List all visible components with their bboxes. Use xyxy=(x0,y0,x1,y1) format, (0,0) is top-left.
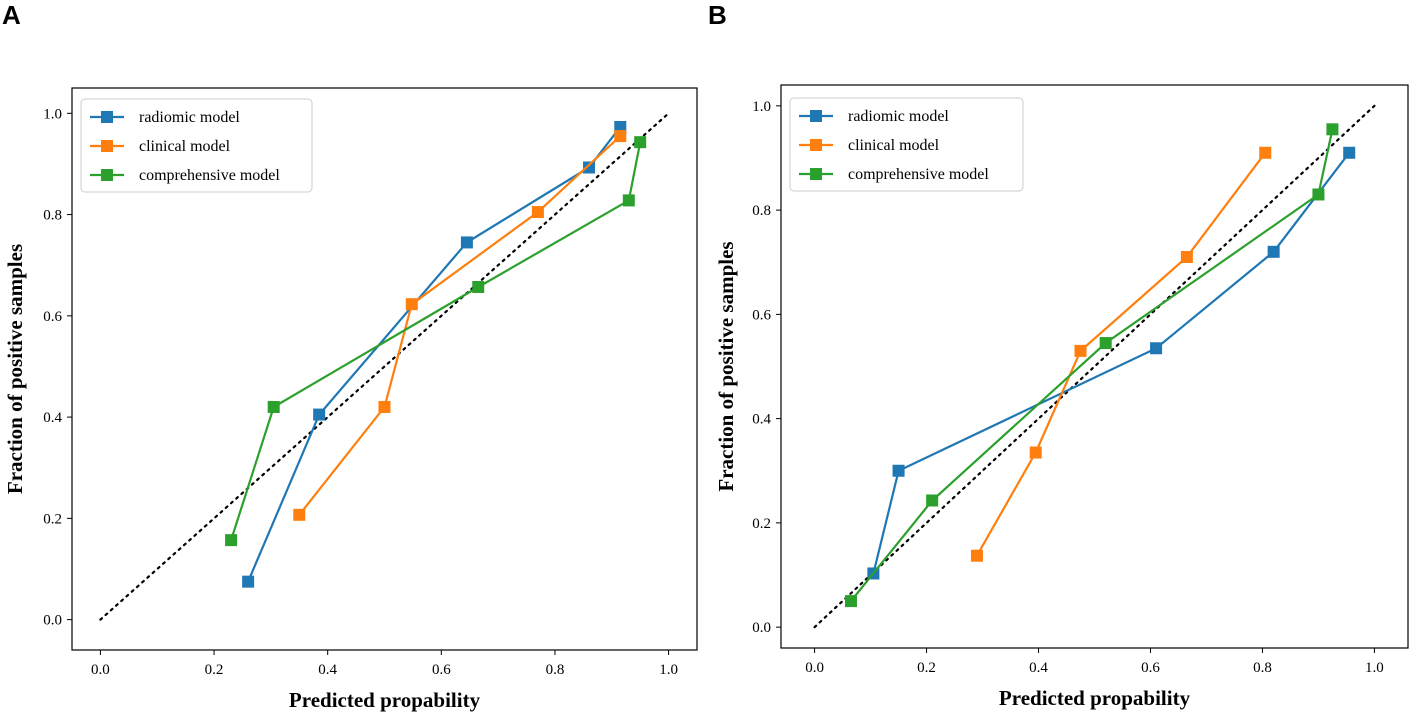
y-tick-label: 0.8 xyxy=(43,208,62,224)
data-point-radiomic-model xyxy=(313,408,326,421)
plot-frame xyxy=(780,84,1409,649)
legend-marker-comprehensive-model xyxy=(101,169,113,181)
data-point-comprehensive-model xyxy=(622,194,635,207)
y-tick-label: 1.0 xyxy=(43,106,62,122)
legend-label-comprehensive-model: comprehensive model xyxy=(848,166,989,183)
data-point-comprehensive-model xyxy=(844,595,857,608)
legend: radiomic model clinical model comprehensiv… xyxy=(80,98,313,193)
y-tick-label: 0.6 xyxy=(752,307,771,323)
x-tick-label: 1.0 xyxy=(659,662,678,678)
data-point-clinical-model xyxy=(378,400,391,413)
x-axis-title: Predicted propability xyxy=(289,688,481,712)
data-point-comprehensive-model xyxy=(1312,188,1325,201)
data-point-radiomic-model xyxy=(614,120,627,133)
data-point-comprehensive-model xyxy=(267,400,280,413)
x-tick-label: 0.8 xyxy=(1253,660,1272,676)
plot-area xyxy=(99,112,670,621)
legend-label-comprehensive-model: comprehensive model xyxy=(139,167,280,184)
legend-marker-clinical-model xyxy=(810,139,822,151)
panel-b: B 0.0 0.2 0.4 0.6 0.8 1.0 0.0 0.2 0.4 0.6 0.8 1.0 Pre… xyxy=(708,0,1409,710)
panel-letter: A xyxy=(2,0,21,30)
series-line-comprehensive-model xyxy=(230,141,642,541)
x-tick-label: 1.0 xyxy=(1365,660,1384,676)
legend-marker-radiomic-model xyxy=(101,111,113,123)
x-tick-label: 0.8 xyxy=(546,662,565,678)
series-line-comprehensive-model xyxy=(850,129,1334,602)
legend: radiomic model clinical model comprehensiv… xyxy=(789,97,1024,192)
data-point-clinical-model xyxy=(293,508,306,521)
data-point-comprehensive-model xyxy=(225,534,238,547)
y-tick-label: 0.6 xyxy=(43,309,62,325)
legend-label-clinical-model: clinical model xyxy=(848,137,940,154)
data-point-radiomic-model xyxy=(242,575,255,588)
y-tick-label: 0.4 xyxy=(752,412,771,428)
legend-marker-radiomic-model xyxy=(810,110,822,122)
panel-a: A 0.0 0.2 0.4 0.6 0.8 1.0 0.0 0.2 0.4 0.6 0.8 1.0 Pre… xyxy=(2,0,698,712)
x-tick-label: 0.0 xyxy=(91,662,110,678)
y-tick-label: 0.2 xyxy=(43,511,62,527)
data-point-comprehensive-model xyxy=(1326,123,1339,136)
data-point-clinical-model xyxy=(970,549,983,562)
x-tick-label: 0.4 xyxy=(318,662,337,678)
reference-line xyxy=(99,112,670,621)
y-axis-title: Fraction of positive samples xyxy=(714,241,738,491)
series-line-radiomic-model xyxy=(872,152,1351,574)
series-line-clinical-model xyxy=(298,135,622,516)
panel-letter: B xyxy=(708,0,727,30)
legend-label-radiomic-model: radiomic model xyxy=(139,109,240,126)
plot-area xyxy=(813,104,1376,629)
legend-marker-comprehensive-model xyxy=(810,168,822,180)
data-point-comprehensive-model xyxy=(926,494,939,507)
x-axis-title: Predicted propability xyxy=(999,686,1191,710)
x-tick-label: 0.4 xyxy=(1029,660,1048,676)
data-point-radiomic-model xyxy=(460,236,473,249)
data-point-clinical-model xyxy=(1180,251,1193,264)
series-line-clinical-model xyxy=(975,152,1267,557)
data-point-clinical-model xyxy=(614,130,627,143)
x-tick-label: 0.2 xyxy=(917,660,936,676)
data-point-comprehensive-model xyxy=(1099,337,1112,350)
x-tick-label: 0.2 xyxy=(205,662,224,678)
legend-box xyxy=(789,97,1024,192)
y-tick-label: 0.4 xyxy=(43,410,62,426)
x-tick-label: 0.6 xyxy=(432,662,451,678)
legend-label-clinical-model: clinical model xyxy=(139,138,231,155)
reference-line xyxy=(813,104,1376,629)
data-point-clinical-model xyxy=(1074,344,1087,357)
data-point-radiomic-model xyxy=(1343,146,1356,159)
data-point-radiomic-model xyxy=(1150,342,1163,355)
data-point-radiomic-model xyxy=(892,464,905,477)
plot-frame xyxy=(71,87,698,651)
y-axis-title: Fraction of positive samples xyxy=(3,244,27,494)
data-point-radiomic-model xyxy=(583,161,596,174)
data-point-clinical-model xyxy=(405,298,418,311)
y-tick-label: 1.0 xyxy=(752,99,771,115)
x-tick-label: 0.6 xyxy=(1141,660,1160,676)
data-point-clinical-model xyxy=(1259,146,1272,159)
data-point-radiomic-model xyxy=(1267,245,1280,258)
legend-marker-clinical-model xyxy=(101,140,113,152)
y-tick-label: 0.0 xyxy=(43,613,62,629)
y-tick-label: 0.0 xyxy=(752,620,771,636)
x-tick-label: 0.0 xyxy=(805,660,824,676)
legend-label-radiomic-model: radiomic model xyxy=(848,108,949,125)
data-point-comprehensive-model xyxy=(634,136,647,149)
data-point-clinical-model xyxy=(1029,446,1042,459)
data-point-clinical-model xyxy=(531,206,544,219)
data-point-comprehensive-model xyxy=(472,280,485,293)
y-tick-label: 0.2 xyxy=(752,516,771,532)
legend-box xyxy=(80,98,313,193)
y-tick-label: 0.8 xyxy=(752,203,771,219)
